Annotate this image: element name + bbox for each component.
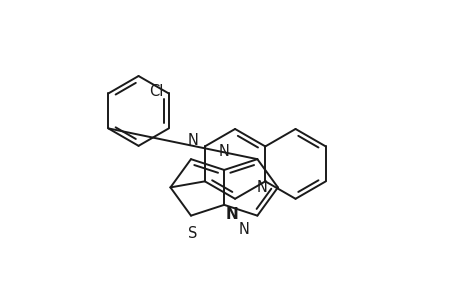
Text: N: N [256, 180, 267, 195]
Text: S: S [188, 226, 197, 241]
Text: N: N [218, 144, 229, 159]
Text: N: N [225, 207, 238, 222]
Text: N: N [238, 222, 248, 237]
Text: Cl: Cl [149, 84, 163, 99]
Text: N: N [187, 134, 198, 148]
